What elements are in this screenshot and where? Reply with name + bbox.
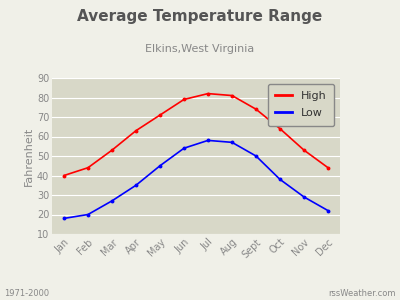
Text: Average Temperature Range: Average Temperature Range (77, 9, 323, 24)
Text: Elkins,West Virginia: Elkins,West Virginia (145, 44, 255, 53)
Text: 1971-2000: 1971-2000 (4, 290, 49, 298)
Legend: High, Low: High, Low (268, 84, 334, 126)
Y-axis label: Fahrenheit: Fahrenheit (24, 126, 34, 186)
Text: rssWeather.com: rssWeather.com (328, 290, 396, 298)
